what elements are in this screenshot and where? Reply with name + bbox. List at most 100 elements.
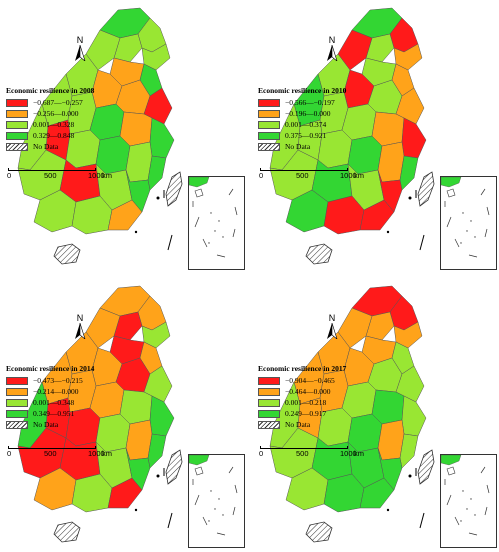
legend-title: Economic resilience in 2008: [6, 86, 95, 95]
inset-map: [188, 176, 245, 270]
legend-swatch: [6, 120, 28, 129]
map-region: [401, 395, 427, 437]
taiwan-no-data: [165, 449, 183, 485]
map-regions: [269, 7, 427, 235]
scale-unit: km: [102, 449, 112, 458]
legend-item: 0.001—0.374: [258, 119, 346, 130]
legend-label: −0.464—0.000: [285, 387, 331, 396]
legend-swatch: [6, 387, 28, 396]
legend-swatch: [6, 398, 28, 407]
legend-label: 0.349—0.951: [33, 409, 75, 418]
scale-tick-label: 0: [259, 171, 264, 180]
scale-unit: km: [102, 171, 112, 180]
map-region: [95, 135, 131, 175]
map-region: [359, 477, 395, 509]
legend-item: 0.329—0.848: [6, 130, 94, 141]
scale-tick-label: 1000: [340, 449, 357, 458]
map-legend: Economic resilience in 2008 −0.687—−0.257…: [6, 86, 94, 152]
legend-item-no-data: No Data: [6, 419, 94, 430]
scale-tick-label: 500: [296, 449, 309, 458]
map-region: [377, 419, 405, 461]
legend-item: −0.566—−0.197: [258, 97, 346, 108]
legend-item: −0.464—0.000: [258, 386, 346, 397]
legend-item: −0.687—−0.257: [6, 97, 94, 108]
legend-item: −0.214—0.000: [6, 386, 94, 397]
legend-swatch: [258, 98, 280, 107]
north-arrow-icon: N: [70, 36, 90, 61]
island-no-data: [53, 521, 81, 543]
map-regions: [269, 285, 427, 513]
north-arrow-icon: N: [322, 36, 342, 61]
scale-tick-label: 0: [259, 449, 264, 458]
legend-label: 0.375—0.921: [285, 131, 327, 140]
legend-swatch: [258, 120, 280, 129]
map-region: [399, 433, 419, 469]
map-region: [147, 433, 167, 469]
map-legend: Economic resilience in 2014 −0.473—−0.215…: [6, 364, 94, 430]
scale-unit: km: [354, 449, 364, 458]
legend-label: No Data: [285, 420, 311, 429]
map-regions: [17, 285, 175, 513]
legend-swatch: [258, 142, 280, 151]
scale-tick-label: 500: [296, 171, 309, 180]
legend-swatch: [258, 109, 280, 118]
map-region: [401, 117, 427, 159]
legend-swatch: [258, 376, 280, 385]
inset-map: [440, 454, 497, 548]
legend-label: No Data: [33, 420, 59, 429]
legend-swatch: [6, 142, 28, 151]
legend-label: −0.473—−0.215: [33, 376, 83, 385]
map-region: [347, 413, 383, 453]
legend-label: 0.001—0.348: [33, 398, 75, 407]
map-region: [95, 413, 131, 453]
island-no-data: [53, 243, 81, 265]
region-map: [269, 7, 435, 265]
legend-swatch: [6, 420, 28, 429]
map-region: [399, 155, 419, 191]
legend-swatch: [258, 398, 280, 407]
legend-swatch: [6, 131, 28, 140]
north-label: N: [76, 313, 84, 323]
legend-swatch: [6, 409, 28, 418]
legend-swatch: [6, 98, 28, 107]
scale-tick-label: 0: [7, 449, 12, 458]
north-label: N: [328, 313, 336, 323]
legend-item-no-data: No Data: [258, 419, 346, 430]
legend-swatch: [258, 409, 280, 418]
map-region: [149, 395, 175, 437]
map-region: [107, 477, 143, 509]
legend-label: No Data: [33, 142, 59, 151]
map-panel-2010: N Economic resilience in 2010 −0.566—−0.19…: [252, 0, 497, 270]
north-label: N: [328, 35, 336, 45]
legend-label: 0.001—0.218: [285, 398, 327, 407]
legend-item-no-data: No Data: [6, 141, 94, 152]
legend-title: Economic resilience in 2010: [258, 86, 347, 95]
scale-tick-label: 500: [44, 171, 57, 180]
legend-label: 0.249—0.917: [285, 409, 327, 418]
scale-tick-label: 1000: [88, 449, 105, 458]
legend-label: −0.566—−0.197: [285, 98, 335, 107]
legend-item: 0.001—0.348: [6, 397, 94, 408]
map-region: [125, 141, 153, 183]
scale-tick-label: 500: [44, 449, 57, 458]
legend-item: −0.473—−0.215: [6, 375, 94, 386]
inset-map: [440, 176, 497, 270]
legend-label: No Data: [285, 142, 311, 151]
taiwan-no-data: [417, 449, 435, 485]
island-no-data: [305, 243, 333, 265]
map-region: [149, 117, 175, 159]
legend-label: −0.214—0.000: [33, 387, 79, 396]
map-region: [107, 199, 143, 231]
map-legend: Economic resilience in 2017 −0.904—−0.465…: [258, 364, 346, 430]
scale-tick-label: 0: [7, 171, 12, 180]
map-panel-2008: N Economic resilience in 2008 −0.687—−0.25…: [0, 0, 245, 270]
legend-swatch: [258, 387, 280, 396]
legend-swatch: [258, 131, 280, 140]
north-arrow-icon: N: [322, 314, 342, 339]
legend-item: −0.196—0.000: [258, 108, 346, 119]
region-map: [17, 285, 183, 543]
region-map: [269, 285, 435, 543]
legend-item: 0.375—0.921: [258, 130, 346, 141]
map-region: [347, 135, 383, 175]
legend-item: 0.249—0.917: [258, 408, 346, 419]
